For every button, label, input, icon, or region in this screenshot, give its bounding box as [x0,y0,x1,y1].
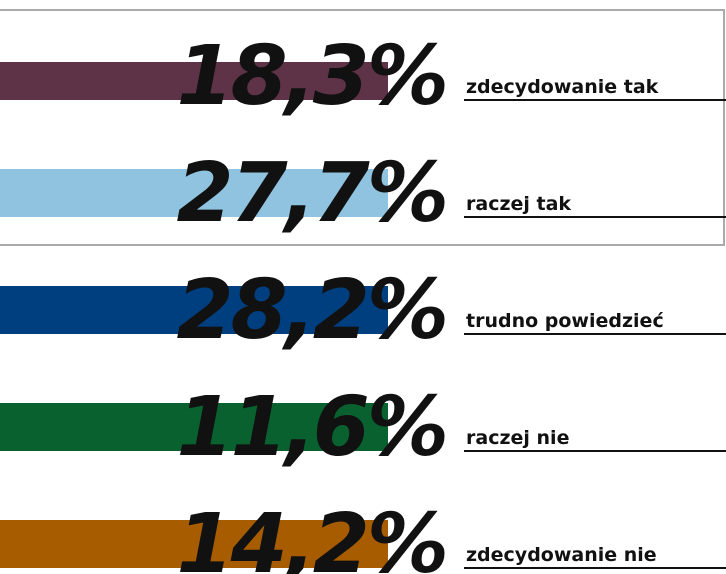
percent: 28,2% [177,263,446,358]
bar [0,169,388,217]
percent: 14,2% [177,497,446,574]
label: zdecydowanie tak [466,76,659,98]
label: raczej nie [466,427,569,449]
bar [0,62,388,100]
label: raczej tak [466,193,571,215]
label: trudno powiedzieć [466,310,664,332]
bar [0,286,388,334]
frame [0,9,725,246]
percent: 11,6% [177,380,446,475]
label: zdecydowanie nie [466,544,657,566]
percent: 27,7% [177,146,446,241]
bar [0,403,388,451]
percent: 18,3% [177,29,446,124]
bar [0,520,388,568]
